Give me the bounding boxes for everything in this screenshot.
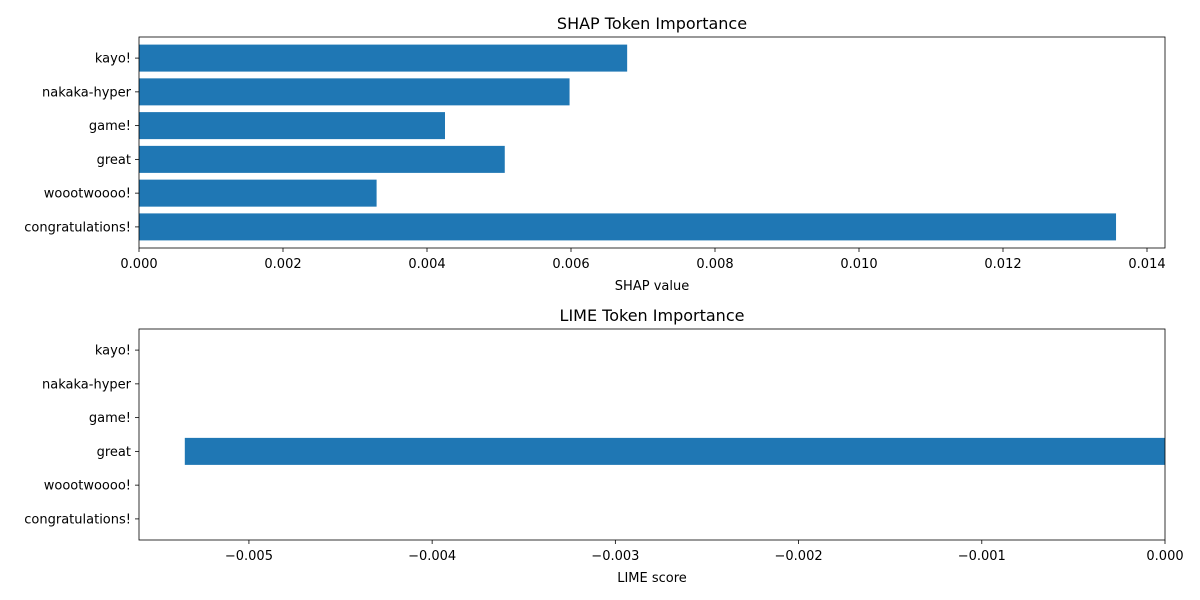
chart-title: LIME Token Importance (560, 306, 745, 325)
y-tick-label: game! (89, 411, 131, 426)
x-tick-label: −0.003 (591, 549, 639, 564)
x-tick-label: 0.004 (408, 257, 445, 272)
x-tick-label: −0.005 (225, 549, 273, 564)
x-tick-label: 0.000 (120, 257, 157, 272)
bar (184, 437, 1165, 465)
x-axis-label: LIME score (617, 571, 687, 586)
x-axis-label: SHAP value (615, 279, 689, 294)
x-tick-label: 0.014 (1128, 257, 1165, 272)
x-tick-label: −0.001 (958, 549, 1006, 564)
y-tick-label: kayo! (95, 344, 131, 359)
axes-frame (138, 328, 1166, 541)
x-tick-label: 0.010 (840, 257, 877, 272)
chart-title: SHAP Token Importance (557, 14, 747, 33)
y-tick-label: great (97, 445, 131, 460)
x-tick-label: 0.002 (264, 257, 301, 272)
lime-chart: LIME Token Importance LIME score kayo! na… (24, 306, 1183, 586)
x-tick-label: −0.004 (408, 549, 456, 564)
axes-frame (138, 36, 1166, 249)
x-tick-label: 0.006 (552, 257, 589, 272)
x-tick-label: 0.012 (984, 257, 1021, 272)
bar (139, 112, 445, 140)
y-tick-label: nakaka-hyper (42, 377, 132, 392)
x-tick-label: −0.002 (775, 549, 823, 564)
y-tick-label: congratulations! (24, 220, 131, 235)
bar (139, 213, 1117, 241)
x-tick-label: 0.000 (1146, 549, 1183, 564)
y-tick-label: woootwoooo! (44, 187, 131, 202)
y-tick-label: nakaka-hyper (42, 85, 132, 100)
y-tick-label: congratulations! (24, 512, 131, 527)
bar (139, 78, 570, 106)
y-tick-label: great (97, 153, 131, 168)
y-tick-label: woootwoooo! (44, 479, 131, 494)
bar (139, 145, 505, 173)
bar (139, 44, 628, 72)
y-tick-label: kayo! (95, 52, 131, 67)
bar (139, 179, 377, 207)
shap-chart: SHAP Token Importance SHAP value kayo! na… (24, 14, 1165, 294)
x-tick-label: 0.008 (696, 257, 733, 272)
y-tick-label: game! (89, 119, 131, 134)
